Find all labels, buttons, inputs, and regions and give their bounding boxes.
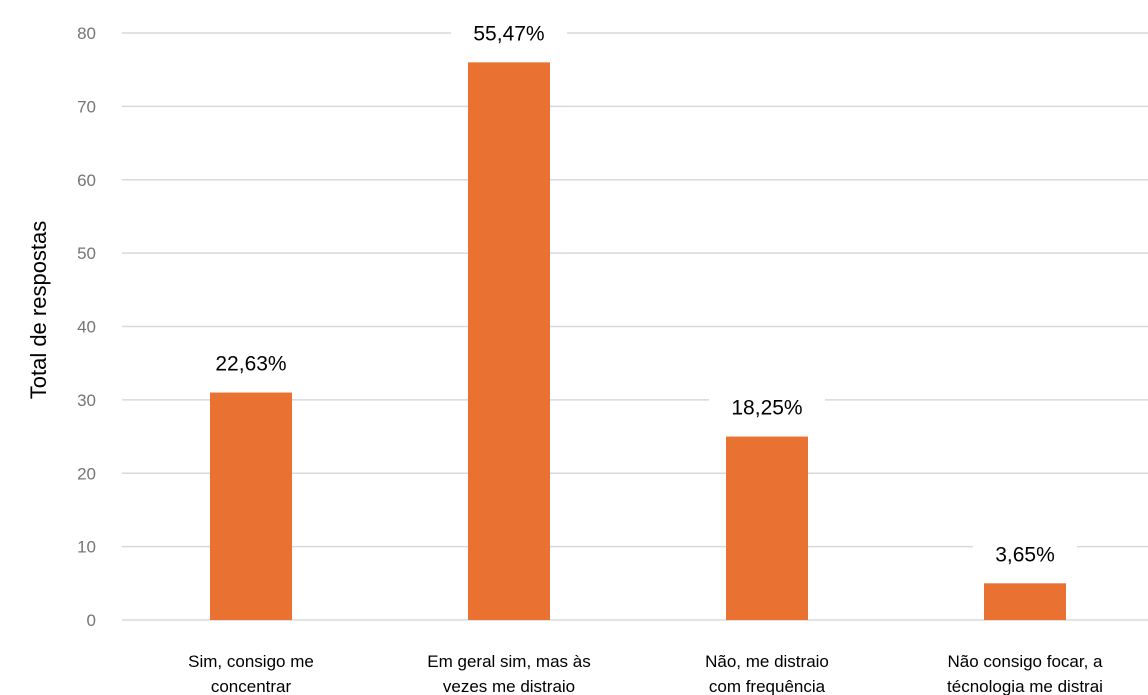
y-tick-label: 60 bbox=[77, 171, 96, 190]
x-category-label: vezes me distraio bbox=[443, 677, 575, 695]
data-label: 3,65% bbox=[995, 543, 1055, 566]
y-tick-label: 40 bbox=[77, 318, 96, 337]
data-label: 22,63% bbox=[215, 353, 286, 376]
data-label: 18,25% bbox=[731, 397, 802, 420]
bar bbox=[726, 437, 808, 620]
x-category-label: Sim, consigo me bbox=[188, 652, 314, 671]
x-category-label: Em geral sim, mas às bbox=[427, 652, 590, 671]
x-category-label: com frequência bbox=[709, 677, 826, 695]
x-category-label: Não consigo focar, a bbox=[948, 652, 1104, 671]
x-category-label: técnologia me distrai bbox=[947, 677, 1103, 695]
bar bbox=[468, 62, 550, 620]
x-category-label: concentrar bbox=[211, 677, 292, 695]
y-tick-label: 20 bbox=[77, 464, 96, 483]
y-tick-label: 10 bbox=[77, 538, 96, 557]
y-tick-label: 30 bbox=[77, 391, 96, 410]
bar bbox=[210, 393, 292, 620]
bars bbox=[210, 62, 1066, 620]
y-axis-title: Total de respostas bbox=[26, 221, 51, 400]
bar bbox=[984, 583, 1066, 620]
y-tick-label: 70 bbox=[77, 97, 96, 116]
y-axis-ticks: 0 10 20 30 40 50 60 70 80 bbox=[77, 24, 96, 630]
y-tick-label: 0 bbox=[87, 611, 96, 630]
x-axis-categories: Sim, consigo me concentrar Em geral sim, m… bbox=[188, 652, 1103, 695]
data-label: 55,47% bbox=[473, 22, 544, 45]
y-tick-label: 50 bbox=[77, 244, 96, 263]
y-tick-label: 80 bbox=[77, 24, 96, 43]
x-category-label: Não, me distraio bbox=[705, 652, 829, 671]
data-labels: 22,63% 55,47% 18,25% 3,65% bbox=[193, 20, 1077, 571]
